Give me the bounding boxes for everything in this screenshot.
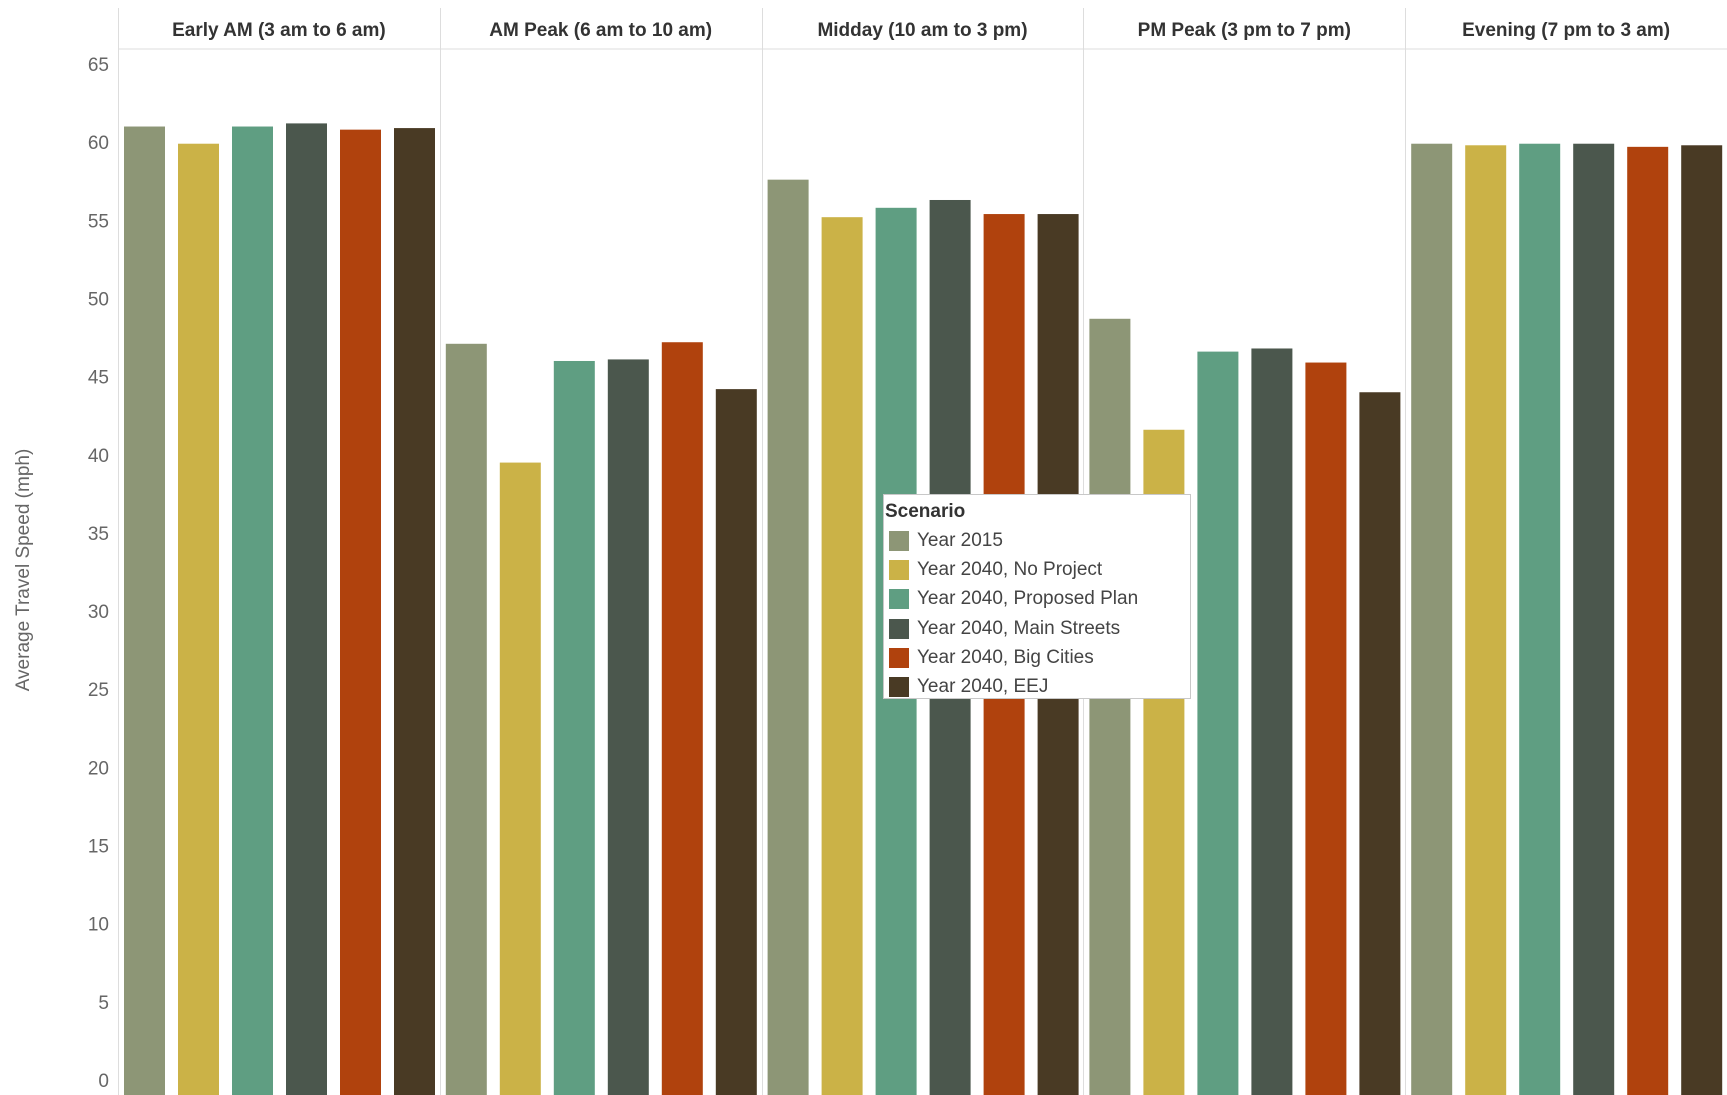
legend-label: Year 2040, EEJ	[917, 676, 1049, 697]
bar	[286, 123, 327, 1095]
panel-header: Midday (10 am to 3 pm)	[817, 20, 1027, 41]
legend-title: Scenario	[885, 501, 966, 522]
bar	[445, 343, 487, 1095]
y-tick-label: 20	[88, 758, 109, 779]
bar	[1411, 143, 1453, 1095]
legend-item: Year 2040, Main Streets	[889, 617, 1120, 641]
y-tick-label: 5	[98, 993, 109, 1014]
legend-swatch	[889, 618, 909, 639]
legend-swatch	[889, 531, 909, 551]
legend-item: Year 2040, Proposed Plan	[889, 587, 1138, 611]
legend-label: Year 2040, No Project	[917, 559, 1103, 581]
y-tick-label: 60	[88, 133, 109, 154]
y-tick-label: 65	[88, 55, 109, 76]
panel-header: AM Peak (6 am to 10 am)	[489, 20, 712, 41]
bar	[1573, 143, 1615, 1095]
y-tick-label: 0	[98, 1071, 109, 1092]
y-tick-label: 50	[88, 289, 109, 310]
y-tick-label: 55	[88, 211, 109, 232]
legend-item: Year 2040, Big Cities	[889, 646, 1094, 670]
legend-swatch	[889, 560, 909, 581]
legend-label: Year 2040, Proposed Plan	[917, 588, 1139, 610]
bar	[715, 389, 757, 1095]
bar	[1089, 318, 1131, 1095]
legend-label: Year 2040, Main Streets	[917, 617, 1121, 639]
y-tick-label: 40	[88, 446, 109, 467]
bar	[178, 143, 219, 1095]
bar	[1519, 143, 1561, 1095]
y-tick-label: 15	[88, 837, 109, 858]
bar	[1251, 348, 1293, 1095]
bar	[821, 217, 863, 1095]
legend-label: Year 2040, Big Cities	[917, 646, 1094, 668]
y-tick-label: 30	[88, 602, 109, 623]
bar	[1197, 351, 1239, 1095]
bar	[1359, 392, 1401, 1095]
y-tick-label: 35	[88, 524, 109, 545]
panel-header: Evening (7 pm to 3 am)	[1462, 20, 1670, 41]
y-tick-label: 10	[88, 915, 109, 936]
bar	[499, 462, 541, 1095]
legend-item: Year 2040, EEJ	[889, 675, 1048, 699]
y-axis-label: Average Travel Speed (mph)	[13, 449, 34, 692]
y-tick-label: 45	[88, 368, 109, 389]
legend-swatch	[889, 677, 909, 697]
bar	[124, 126, 165, 1095]
legend-swatch	[889, 589, 909, 610]
bar	[340, 129, 381, 1095]
legend-item: Year 2040, No Project	[889, 558, 1102, 582]
bar	[1627, 146, 1669, 1095]
bar	[607, 359, 649, 1095]
bar	[232, 126, 273, 1095]
legend-label: Year 2015	[917, 530, 1003, 551]
bar	[1305, 362, 1347, 1095]
legend: Scenario Year 2015 Year 2040, No Project Y…	[883, 494, 1191, 699]
legend-swatch	[889, 647, 909, 668]
bar	[553, 360, 595, 1095]
bar	[1465, 145, 1507, 1095]
panel-header: PM Peak (3 pm to 7 pm)	[1138, 20, 1351, 41]
bar	[394, 128, 435, 1095]
bar	[767, 179, 809, 1095]
panel-header: Early AM (3 am to 6 am)	[172, 20, 386, 41]
y-tick-label: 25	[88, 680, 109, 701]
bar	[1681, 145, 1723, 1095]
bar	[661, 342, 703, 1095]
legend-item: Year 2015	[889, 529, 1003, 553]
